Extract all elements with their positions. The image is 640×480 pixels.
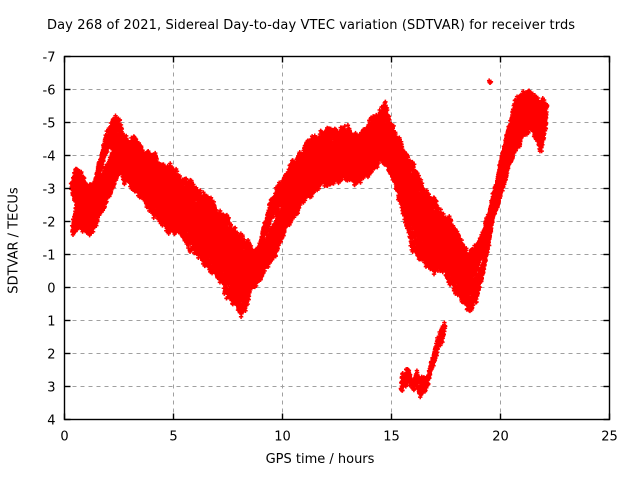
y-tick-label: 0 [47,282,55,297]
x-tick-label: 15 [383,430,400,445]
y-tick-labels: 4 3 2 1 0 -1 -2 -3 -4 -5 -6 -7 [43,51,56,429]
x-tick-label: 0 [60,430,68,445]
y-tick-label: -3 [43,183,56,198]
y-tick-label: 2 [47,348,55,363]
x-tick-label: 25 [601,430,618,445]
y-tick-label: -1 [43,249,56,264]
x-tick-label: 20 [492,430,509,445]
y-tick-label: -7 [43,51,56,66]
y-tick-label: 4 [47,414,55,429]
y-tick-label: -2 [43,216,56,231]
y-tick-label: -6 [43,84,56,99]
x-tick-label: 5 [169,430,177,445]
y-axis-title: SDTVAR / TECUs [7,141,22,341]
y-tick-label: 1 [47,315,55,330]
data-markers [69,78,550,399]
y-tick-label: -5 [43,117,56,132]
y-tick-label: 3 [47,381,55,396]
x-tick-labels: 0 5 10 15 20 25 [60,430,617,445]
y-tick-label: -4 [43,150,56,165]
x-tick-label: 10 [274,430,291,445]
x-axis-title: GPS time / hours [0,452,640,467]
